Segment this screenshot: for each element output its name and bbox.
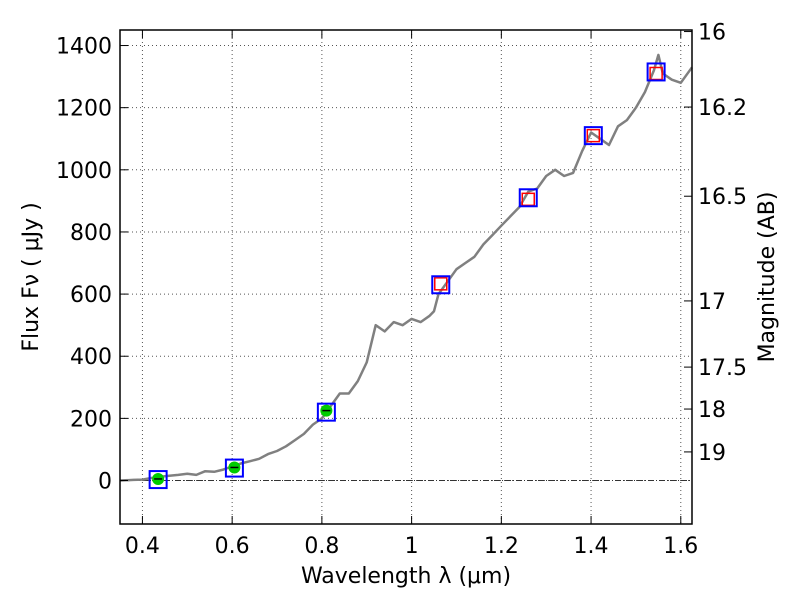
- y-tick-label: 400: [70, 345, 112, 370]
- x-axis-label: Wavelength λ (μm): [301, 564, 511, 589]
- label-layer: 0.4 0.6 0.8 1 1.2 1.4 1.6 0 200 400 600 800 1000 1200…: [56, 21, 747, 559]
- x-tick-label: 0.8: [304, 534, 339, 559]
- y-tick-label: 1000: [56, 159, 112, 184]
- right-tick-label: 16.2: [698, 96, 747, 121]
- marker-layer: [148, 62, 666, 490]
- model-box: [224, 458, 244, 478]
- model-box: [431, 275, 451, 295]
- model-box: [316, 402, 336, 422]
- right-tick-label: 19: [698, 441, 726, 466]
- model-box: [148, 470, 168, 490]
- x-tick-label: 0.6: [215, 534, 250, 559]
- right-tick-label: 16.5: [698, 185, 747, 210]
- right-tick-label: 17: [698, 290, 726, 315]
- y-tick-label: 600: [70, 283, 112, 308]
- x-tick-label: 0.4: [125, 534, 160, 559]
- right-tick-label: 16: [698, 21, 726, 46]
- model-box: [518, 188, 538, 208]
- y-tick-label: 1400: [56, 35, 112, 60]
- spectrum-line: [119, 53, 694, 482]
- model-box: [583, 126, 603, 146]
- y-tick-label: 1200: [56, 97, 112, 122]
- grid-layer: [120, 30, 692, 524]
- right-axis-label: Magnitude (AB): [755, 192, 780, 363]
- tick-layer: [120, 30, 692, 524]
- x-tick-label: 1.6: [663, 534, 698, 559]
- x-tick-label: 1.4: [574, 534, 609, 559]
- x-tick-label: 1: [405, 534, 419, 559]
- x-tick-label: 1.2: [484, 534, 519, 559]
- nir-point: [586, 128, 601, 143]
- y-tick-label: 200: [70, 407, 112, 432]
- y-axis-label: Flux Fν ( μJy ): [19, 202, 44, 351]
- model-box: [646, 62, 666, 82]
- plot-frame: [119, 29, 693, 525]
- right-tick-label: 17.5: [698, 356, 747, 381]
- y-tick-label: 800: [70, 221, 112, 246]
- y-tick-label: 0: [98, 470, 112, 495]
- right-tick-label: 18: [698, 398, 726, 423]
- nir-point: [434, 277, 448, 291]
- spectrum-layer: [119, 53, 694, 482]
